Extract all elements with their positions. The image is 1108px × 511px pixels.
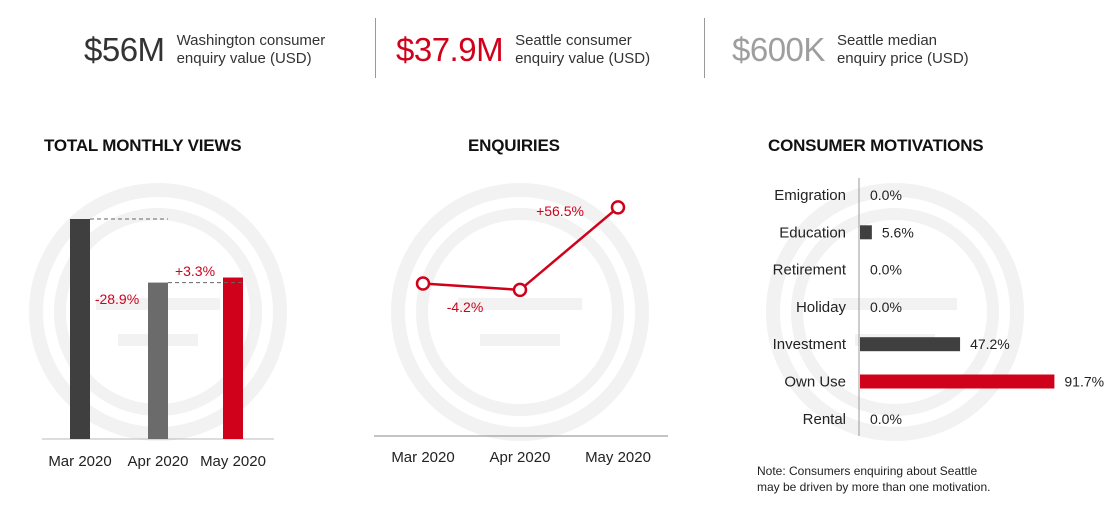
- motivations-category-label: Own Use: [784, 374, 846, 391]
- views-bar: [223, 277, 243, 439]
- watermark-ring: [416, 208, 624, 416]
- stat-washington-label: Washington consumer enquiry value (USD): [177, 32, 326, 68]
- enquiries-tick-label: May 2020: [585, 449, 651, 466]
- watermark-ring: [391, 183, 649, 441]
- stat-seattle-label-line1: Seattle consumer: [515, 32, 632, 49]
- stat-seattle: $37.9M Seattle consumer enquiry value (U…: [396, 24, 650, 76]
- stat-median-label-line2: enquiry price (USD): [836, 50, 969, 67]
- enquiries-point: [415, 276, 431, 291]
- stat-median-value: $600K: [732, 31, 825, 68]
- views-bar: [70, 219, 90, 439]
- motivations-category-label: Holiday: [796, 299, 847, 316]
- motivations-bar: [860, 337, 961, 352]
- views-tick-label: Mar 2020: [48, 453, 111, 470]
- enquiries-point: [610, 200, 626, 215]
- motivations-bar: [860, 225, 872, 240]
- stat-seattle-label: Seattle consumer enquiry value (USD): [515, 32, 650, 68]
- views-chart-title: TOTAL MONTHLY VIEWS: [44, 136, 242, 155]
- views-bar: [148, 282, 168, 439]
- enquiries-chart: Mar 2020 Apr 2020 May 2020 -4.2% +56.5%: [374, 200, 668, 466]
- views-chart: Mar 2020 Apr 2020 May 2020 -28.9% +3.3%: [42, 218, 274, 470]
- footnote-line2: may be driven by more than one motivatio…: [757, 480, 991, 494]
- watermark-logo-icon: [391, 183, 649, 441]
- stat-washington-label-line1: Washington consumer: [176, 32, 326, 49]
- motivations-value-label: 5.6%: [882, 224, 914, 240]
- stat-washington-label-line2: enquiry value (USD): [176, 50, 312, 67]
- stat-seattle-value: $37.9M: [396, 31, 504, 68]
- watermark-ring: [791, 208, 999, 416]
- motivations-category-label: Retirement: [773, 262, 847, 279]
- watermark-ring: [766, 183, 1024, 441]
- enquiries-tick-label: Apr 2020: [490, 449, 551, 466]
- views-change-label: -28.9%: [95, 291, 139, 307]
- enquiries-change-label: -4.2%: [447, 299, 484, 315]
- motivations-category-label: Rental: [803, 411, 846, 428]
- motivations-value-label: 47.2%: [970, 336, 1010, 352]
- stat-seattle-label-line2: enquiry value (USD): [515, 50, 651, 67]
- motivations-value-label: 91.7%: [1064, 374, 1104, 390]
- stat-divider: [704, 18, 705, 78]
- views-tick-label: Apr 2020: [128, 453, 189, 470]
- stat-median-label: Seattle median enquiry price (USD): [837, 32, 969, 68]
- motivations-value-label: 0.0%: [870, 299, 902, 315]
- motivations-value-label: 0.0%: [870, 262, 902, 278]
- stat-washington-value: $56M: [84, 31, 165, 68]
- motivations-value-label: 0.0%: [870, 187, 902, 203]
- views-tick-label: May 2020: [200, 453, 266, 470]
- enquiries-point: [512, 282, 528, 298]
- motivations-value-label: 0.0%: [870, 411, 902, 427]
- enquiries-change-label: +56.5%: [536, 203, 584, 219]
- motivations-chart: Emigration 0.0% Education 5.6% Retirement 0.0…: [773, 178, 1104, 436]
- footnote-line1: Note: Consumers enquiring about Seattle: [757, 464, 978, 478]
- stat-median: $600K Seattle median enquiry price (USD): [732, 24, 969, 76]
- footnote: Note: Consumers enquiring about Seattle …: [757, 463, 990, 495]
- enquiries-chart-title: ENQUIRIES: [468, 136, 560, 155]
- motivations-category-label: Emigration: [774, 187, 846, 204]
- stat-divider: [375, 18, 376, 78]
- motivations-chart-title: CONSUMER MOTIVATIONS: [768, 136, 984, 155]
- motivations-bar: [860, 374, 1055, 389]
- enquiries-tick-label: Mar 2020: [391, 449, 454, 466]
- views-change-label: +3.3%: [175, 263, 215, 279]
- motivations-category-label: Investment: [773, 336, 847, 353]
- stat-washington: $56M Washington consumer enquiry value (…: [84, 24, 325, 76]
- motivations-category-label: Education: [779, 224, 846, 241]
- stat-median-label-line1: Seattle median: [836, 32, 938, 49]
